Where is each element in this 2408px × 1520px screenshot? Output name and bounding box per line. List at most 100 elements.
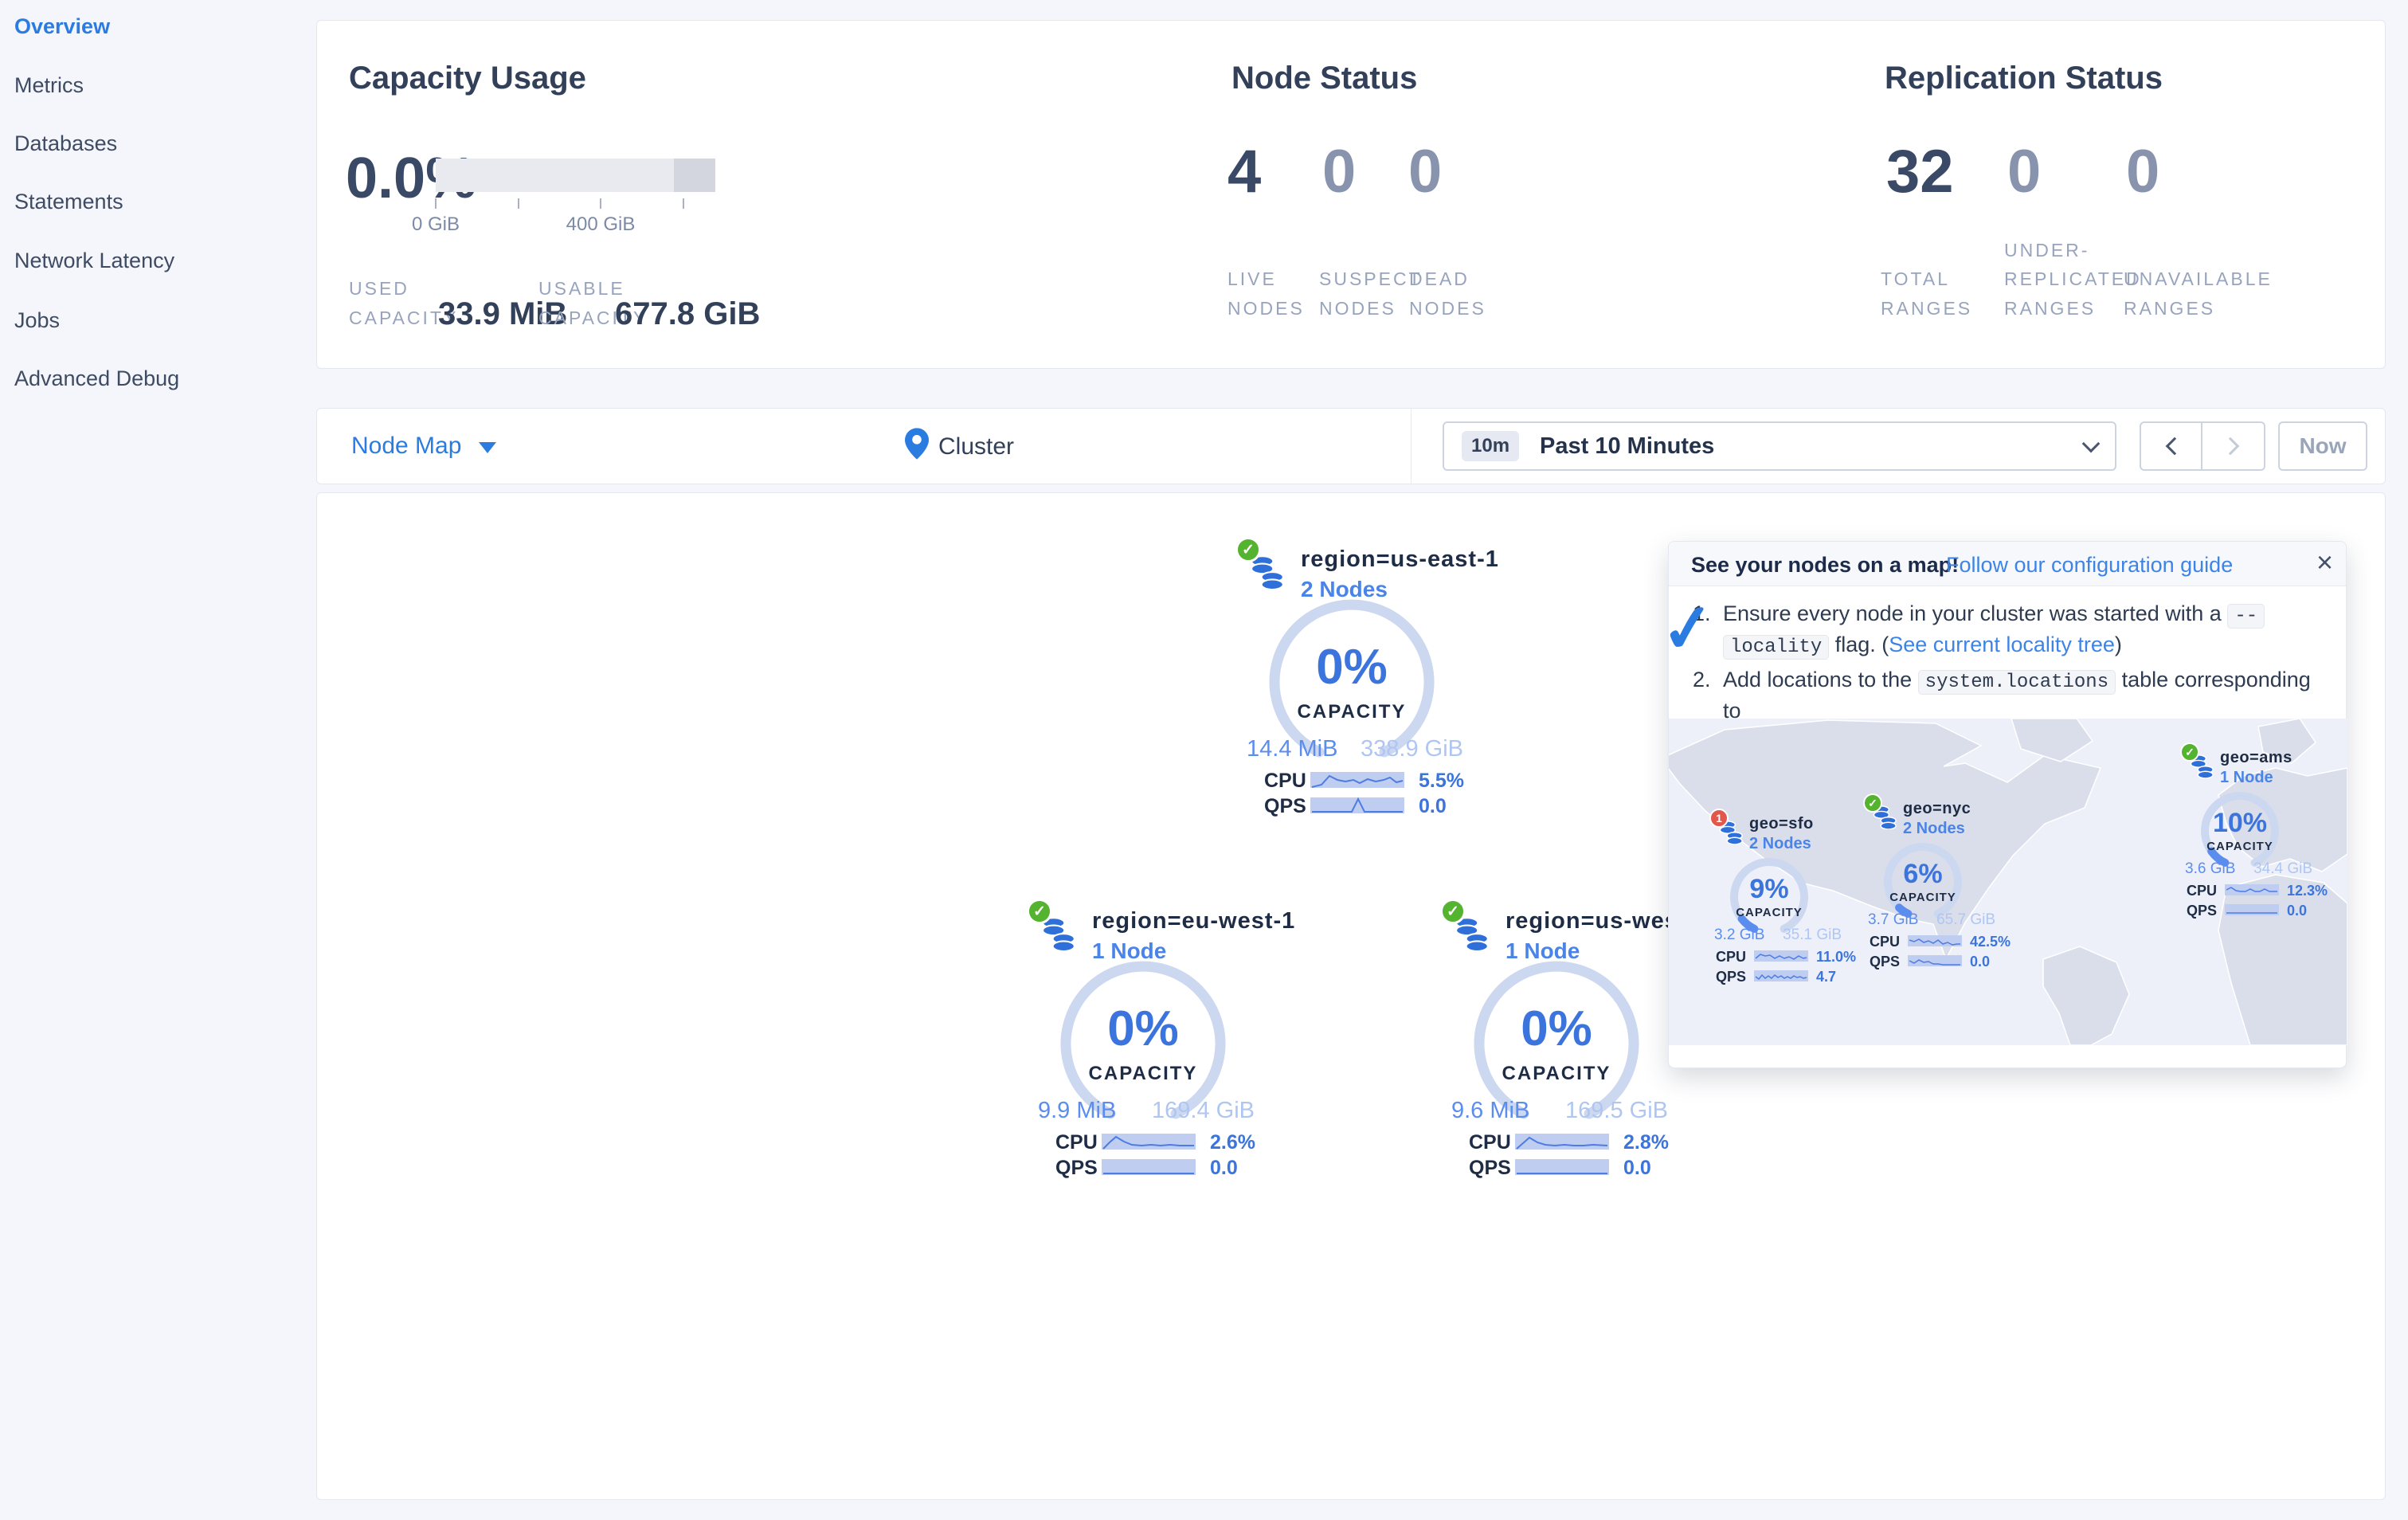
chevron-right-icon	[2221, 437, 2239, 456]
gauge-tick	[600, 198, 601, 209]
region-nodes-link[interactable]: 1 Node	[1092, 938, 1167, 963]
popup-title: See your nodes on a map!	[1691, 553, 1960, 577]
total-ranges-label: TOTAL RANGES	[1881, 268, 1973, 319]
configuration-guide-link[interactable]: Follow our configuration guide	[1946, 553, 2234, 577]
cpu-value: 12.3%	[2287, 883, 2328, 899]
code-chip: --	[2227, 604, 2265, 629]
sidebar-item-statements[interactable]: Statements	[14, 190, 123, 214]
dead-nodes-value: 0	[1408, 138, 1443, 206]
used-capacity-value: 33.9 MiB	[438, 296, 568, 331]
capacity-arc	[1469, 956, 1644, 1135]
region-nodes-link[interactable]: 1 Node	[1505, 938, 1580, 963]
step-number: 1.	[1693, 601, 1711, 625]
locality-used-capacity: 3.6 GiB	[2185, 860, 2236, 877]
cpu-sparkline	[1102, 1131, 1196, 1156]
step-text-segment: flag. (	[1829, 632, 1889, 656]
locality-nodes-link[interactable]: 2 Nodes	[1749, 835, 1811, 852]
now-button[interactable]: Now	[2278, 421, 2367, 471]
region-group-eu-west-1: ✓ region=eu-west-1 1 Node 0% CAPACITY 9.…	[1027, 899, 1294, 1179]
sidebar-item-advanced-debug[interactable]: Advanced Debug	[14, 366, 180, 390]
sidebar-item-metrics[interactable]: Metrics	[14, 73, 84, 97]
suspect-nodes-value: 0	[1322, 138, 1357, 206]
world-map-preview	[1669, 719, 2347, 1045]
capacity-label: CAPACITY	[1502, 1063, 1611, 1084]
locality-nodes-link[interactable]: 1 Node	[2220, 769, 2273, 786]
cpu-label: CPU	[1469, 1131, 1511, 1154]
qps-label: QPS	[1469, 1157, 1511, 1179]
region-nodes-link[interactable]: 2 Nodes	[1301, 577, 1388, 601]
capacity-label: CAPACITY	[1297, 701, 1407, 723]
unavailable-ranges-label: UNAVAILABLE RANGES	[2124, 268, 2273, 319]
sidebar: Overview Metrics Databases Statements Ne…	[0, 0, 313, 1520]
map-pin-icon	[905, 428, 929, 464]
qps-label: QPS	[1716, 969, 1747, 985]
warning-count-badge: 1	[1709, 809, 1729, 828]
step-text: Add locations to the system.locations ta…	[1723, 665, 2322, 756]
step-text-segment: )	[2114, 632, 2122, 656]
locality-used-capacity: 3.7 GiB	[1868, 911, 1919, 928]
view-mode-dropdown[interactable]: Node Map	[351, 433, 497, 460]
locality-name: geo=sfo	[1749, 815, 1814, 832]
popup-header: See your nodes on a map! Follow our conf…	[1669, 542, 2346, 586]
time-range-value: Past 10 Minutes	[1540, 433, 1715, 459]
cpu-value: 42.5%	[1970, 934, 2011, 950]
sidebar-item-overview[interactable]: Overview	[14, 14, 111, 38]
qps-label: QPS	[1264, 795, 1306, 817]
database-nodes-icon	[1041, 915, 1078, 955]
cluster-summary-card: Capacity Usage 0.0% 0 GiB 400 GiB USED C…	[316, 20, 2386, 369]
sidebar-item-jobs[interactable]: Jobs	[14, 308, 61, 332]
time-back-button[interactable]	[2140, 421, 2202, 471]
healthy-check-icon: ✓	[1863, 793, 1882, 813]
time-forward-button[interactable]	[2202, 421, 2265, 471]
gauge-tick	[435, 198, 437, 209]
capacity-label: CAPACITY	[1088, 1063, 1198, 1084]
cpu-value: 5.5%	[1419, 770, 1464, 792]
qps-sparkline	[1754, 969, 1808, 987]
time-range-select[interactable]: 10m Past 10 Minutes	[1443, 421, 2116, 471]
step-number: 2.	[1693, 668, 1711, 692]
live-nodes-label: LIVE NODES	[1227, 268, 1305, 319]
step-text-segment: table corresponding to	[1723, 668, 2311, 723]
locality-name: geo=ams	[2220, 749, 2292, 766]
node-map-setup-popup: See your nodes on a map! Follow our conf…	[1657, 541, 2347, 1068]
locality-total-capacity: 34.4 GiB	[2253, 860, 2312, 877]
qps-value: 0.0	[1419, 795, 1447, 817]
breadcrumb[interactable]: Cluster	[938, 433, 1015, 460]
capacity-label: CAPACITY	[1889, 891, 1956, 904]
sidebar-item-network-latency[interactable]: Network Latency	[14, 249, 175, 272]
qps-label: QPS	[2187, 903, 2218, 919]
qps-value: 0.0	[2287, 903, 2308, 919]
qps-sparkline	[1310, 795, 1404, 820]
qps-sparkline	[1102, 1157, 1196, 1181]
capacity-arc	[1879, 838, 1967, 930]
chevron-down-icon	[479, 442, 497, 453]
step-done-check-icon: ✓	[1657, 590, 1720, 668]
cpu-label: CPU	[2187, 883, 2218, 899]
region-capacity-percent: 0%	[1521, 1001, 1592, 1056]
locality-nodes-link[interactable]: 2 Nodes	[1903, 820, 1965, 837]
region-used-capacity: 9.9 MiB	[1038, 1098, 1117, 1123]
sidebar-item-databases[interactable]: Databases	[14, 131, 118, 155]
gauge-tick-label-0: 0 GiB	[411, 214, 460, 235]
capacity-gauge-reserved-segment	[674, 159, 715, 192]
region-capacity-percent: 0%	[1316, 640, 1388, 695]
qps-value: 0.0	[1970, 954, 1991, 970]
dead-nodes-label: DEAD NODES	[1409, 268, 1486, 319]
cpu-sparkline	[1754, 949, 1808, 967]
view-mode-label: Node Map	[351, 433, 462, 459]
cpu-sparkline	[1310, 770, 1404, 794]
qps-value: 0.0	[1623, 1157, 1651, 1179]
locality-group-geo-sfo: 1 geo=sfo 2 Nodes 9% CAPACITY 3.2 GiB 35…	[1709, 809, 1869, 985]
chevron-down-icon	[2081, 434, 2101, 453]
close-icon[interactable]: ×	[2316, 546, 2333, 578]
cpu-label: CPU	[1264, 770, 1306, 792]
node-map-canvas: ✓ region=us-east-1 2 Nodes 0% CAPACITY 1…	[316, 492, 2386, 1500]
region-total-capacity: 338.9 GiB	[1361, 736, 1463, 762]
capacity-gauge	[436, 159, 715, 192]
used-capacity-label: USED CAPACITY	[349, 278, 459, 328]
qps-label: QPS	[1055, 1157, 1098, 1179]
locality-tree-link[interactable]: See current locality tree	[1889, 632, 2115, 656]
setup-steps: 1. Ensure every node in your cluster was…	[1693, 599, 2322, 761]
region-capacity-percent: 0%	[1107, 1001, 1179, 1056]
